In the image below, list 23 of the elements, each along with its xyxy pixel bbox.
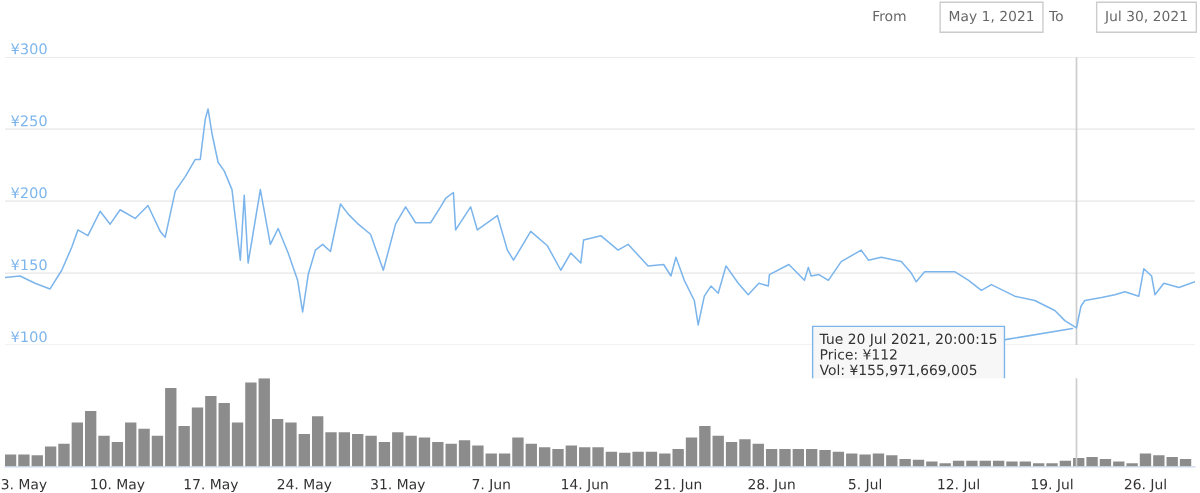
x-tick-label: 12. Jul — [938, 478, 979, 493]
text: Jul 30, 2021 — [1104, 10, 1187, 24]
x-tick-label: 24. May — [277, 478, 332, 493]
x-tick-label: 26. Jul — [1124, 478, 1166, 493]
y-tick-label: ¥100 — [11, 331, 47, 343]
x-tick-label: 21. Jun — [655, 478, 702, 493]
x-tick-label: 5. Jul — [848, 478, 881, 493]
annotation: Tue 20 Jul 2021, 20:00:15 Price: ¥112 Vol: ¥155,971,669,005 — [819, 333, 997, 377]
x-tick-label: 19. Jul — [1031, 478, 1073, 493]
text: From — [873, 10, 906, 22]
y-tick-label: ¥150 — [11, 259, 47, 271]
y-tick-label: ¥300 — [11, 43, 47, 55]
y-tick-label: ¥250 — [11, 115, 47, 127]
x-tick-label: 28. Jun — [748, 478, 795, 493]
y-tick-label: ¥200 — [11, 187, 47, 199]
text: To — [1048, 10, 1063, 22]
x-tick-label: 7. Jun — [472, 479, 510, 493]
x-tick-label: 3. May — [1, 478, 47, 493]
x-tick-label: 14. Jun — [562, 479, 608, 493]
x-tick-label: 31. May — [371, 478, 425, 493]
x-tick-label: 17. May — [184, 479, 239, 493]
text: May 1, 2021 — [949, 10, 1034, 24]
x-tick-label: 10. May — [91, 478, 145, 493]
